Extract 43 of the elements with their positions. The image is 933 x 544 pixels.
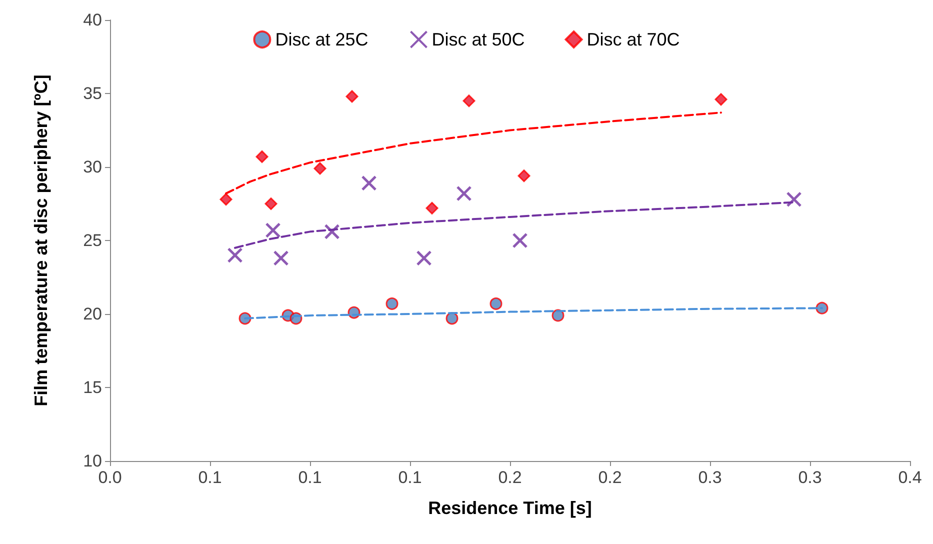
point [456, 186, 472, 202]
x-tick-label: 0.3 [698, 468, 722, 487]
point [256, 150, 268, 163]
y-axis-title: Film temperature at disc periphery [ºC] [31, 74, 51, 406]
legend-label: Disc at 70C [586, 30, 680, 50]
point [426, 202, 438, 214]
x-tick-label: 0.1 [298, 468, 322, 487]
x-tick-label: 0.2 [598, 468, 622, 487]
x-tick-label: 0.0 [98, 468, 122, 487]
point [462, 94, 476, 108]
point [512, 232, 528, 248]
point [786, 192, 802, 208]
x-tick-label: 0.1 [398, 468, 422, 487]
x-tick-label: 0.2 [498, 468, 522, 487]
y-tick-label: 20 [83, 304, 102, 324]
y-tick-label: 15 [83, 378, 102, 397]
y-tick-label: 40 [83, 10, 102, 30]
point [518, 170, 530, 182]
legend-label: Disc at 25C [275, 30, 368, 50]
point [264, 198, 278, 210]
x-tick-label: 0.1 [198, 468, 222, 487]
x-axis-title: Residence Time [s] [428, 498, 592, 518]
x-tick-label: 0.3 [798, 468, 822, 487]
x-tick-label: 0.4 [898, 468, 922, 487]
point [314, 162, 326, 175]
y-tick-label: 10 [83, 452, 102, 470]
legend-label: Disc at 50C [432, 30, 525, 50]
y-tick-label: 30 [83, 158, 102, 176]
point [220, 193, 232, 206]
point [273, 250, 289, 266]
y-tick-label: 25 [83, 231, 102, 250]
point [346, 90, 358, 103]
point [324, 224, 340, 240]
point [227, 247, 243, 263]
point [361, 175, 377, 191]
point [386, 297, 398, 310]
point [714, 93, 728, 106]
y-tick-label: 35 [83, 84, 102, 103]
point [816, 302, 828, 314]
point [416, 250, 432, 266]
point [446, 312, 458, 325]
point [490, 297, 502, 310]
point [265, 222, 281, 238]
